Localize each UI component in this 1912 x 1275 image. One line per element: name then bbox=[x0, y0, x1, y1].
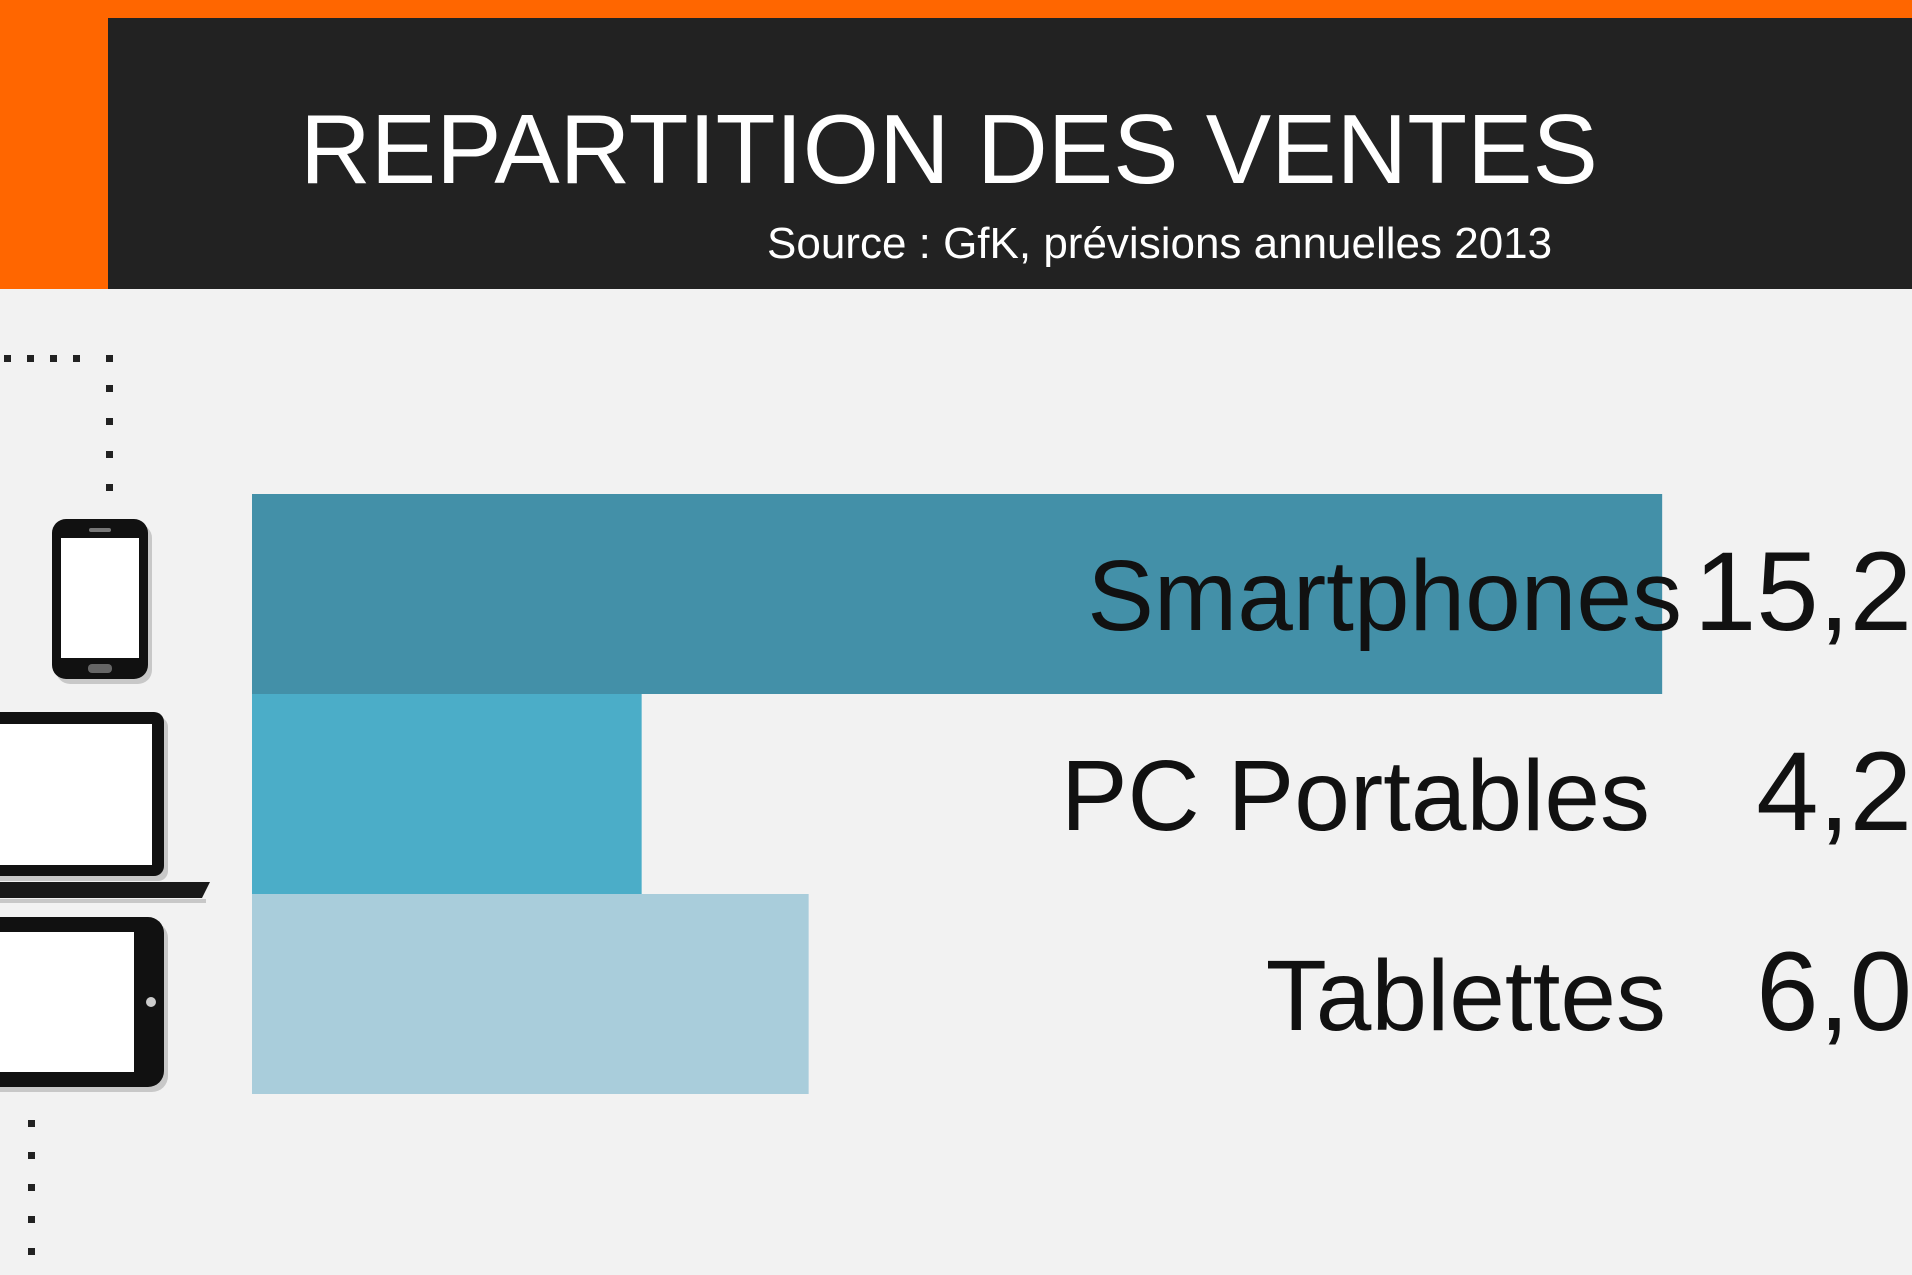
source-subtitle: Source : GfK, prévisions annuelles 2013 bbox=[767, 219, 1553, 268]
header-accent-block bbox=[0, 18, 108, 289]
top-accent-stripe bbox=[0, 0, 1912, 18]
bar-label: PC Portables bbox=[1061, 740, 1650, 852]
bar-value-label: 6,0 bbox=[1756, 929, 1912, 1054]
page-title: REPARTITION DES VENTES bbox=[300, 94, 1598, 204]
smartphone-icon bbox=[52, 519, 152, 684]
bar-smartphones bbox=[252, 494, 1663, 694]
bar-label: Tablettes bbox=[1266, 940, 1666, 1052]
bar-pc-portables bbox=[252, 694, 642, 894]
bar-value-label: 4,2 bbox=[1756, 729, 1912, 854]
bar-tablettes bbox=[252, 894, 809, 1094]
bar-value-label: 15,2 bbox=[1694, 529, 1912, 654]
bars-group: Smartphones 15,2 PC Portables 4,2 Tablettes 6… bbox=[252, 494, 1912, 1094]
dotted-connector-bottom bbox=[28, 1120, 35, 1255]
bar-label: Smartphones bbox=[1087, 540, 1682, 652]
sales-bar-chart: Smartphones 15,2 PC Portables 4,2 Tablettes 6… bbox=[0, 355, 1912, 1255]
header-band bbox=[108, 18, 1912, 289]
tablet-icon bbox=[0, 917, 168, 1092]
dotted-connector-top bbox=[4, 355, 113, 491]
laptop-icon bbox=[0, 712, 210, 903]
